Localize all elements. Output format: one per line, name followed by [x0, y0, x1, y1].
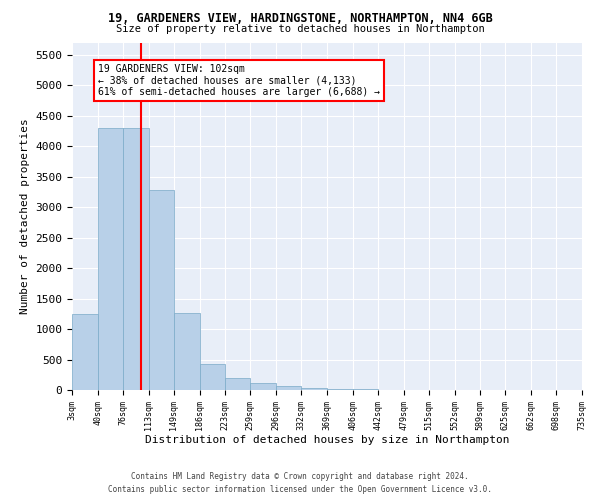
- Y-axis label: Number of detached properties: Number of detached properties: [20, 118, 30, 314]
- Bar: [72, 314, 98, 390]
- Bar: [199, 364, 225, 390]
- Text: 19 GARDENERS VIEW: 102sqm
← 38% of detached houses are smaller (4,133)
61% of se: 19 GARDENERS VIEW: 102sqm ← 38% of detac…: [98, 64, 380, 97]
- X-axis label: Distribution of detached houses by size in Northampton: Distribution of detached houses by size …: [145, 436, 509, 446]
- Bar: [225, 378, 250, 390]
- Bar: [174, 312, 199, 390]
- Text: Size of property relative to detached houses in Northampton: Size of property relative to detached ho…: [116, 24, 484, 34]
- Bar: [98, 128, 123, 390]
- Bar: [149, 190, 174, 390]
- Text: 19, GARDENERS VIEW, HARDINGSTONE, NORTHAMPTON, NN4 6GB: 19, GARDENERS VIEW, HARDINGSTONE, NORTHA…: [107, 12, 493, 26]
- Text: Contains HM Land Registry data © Crown copyright and database right 2024.
Contai: Contains HM Land Registry data © Crown c…: [108, 472, 492, 494]
- Bar: [276, 386, 301, 390]
- Bar: [301, 388, 327, 390]
- Bar: [327, 389, 353, 390]
- Bar: [123, 128, 149, 390]
- Bar: [250, 384, 276, 390]
